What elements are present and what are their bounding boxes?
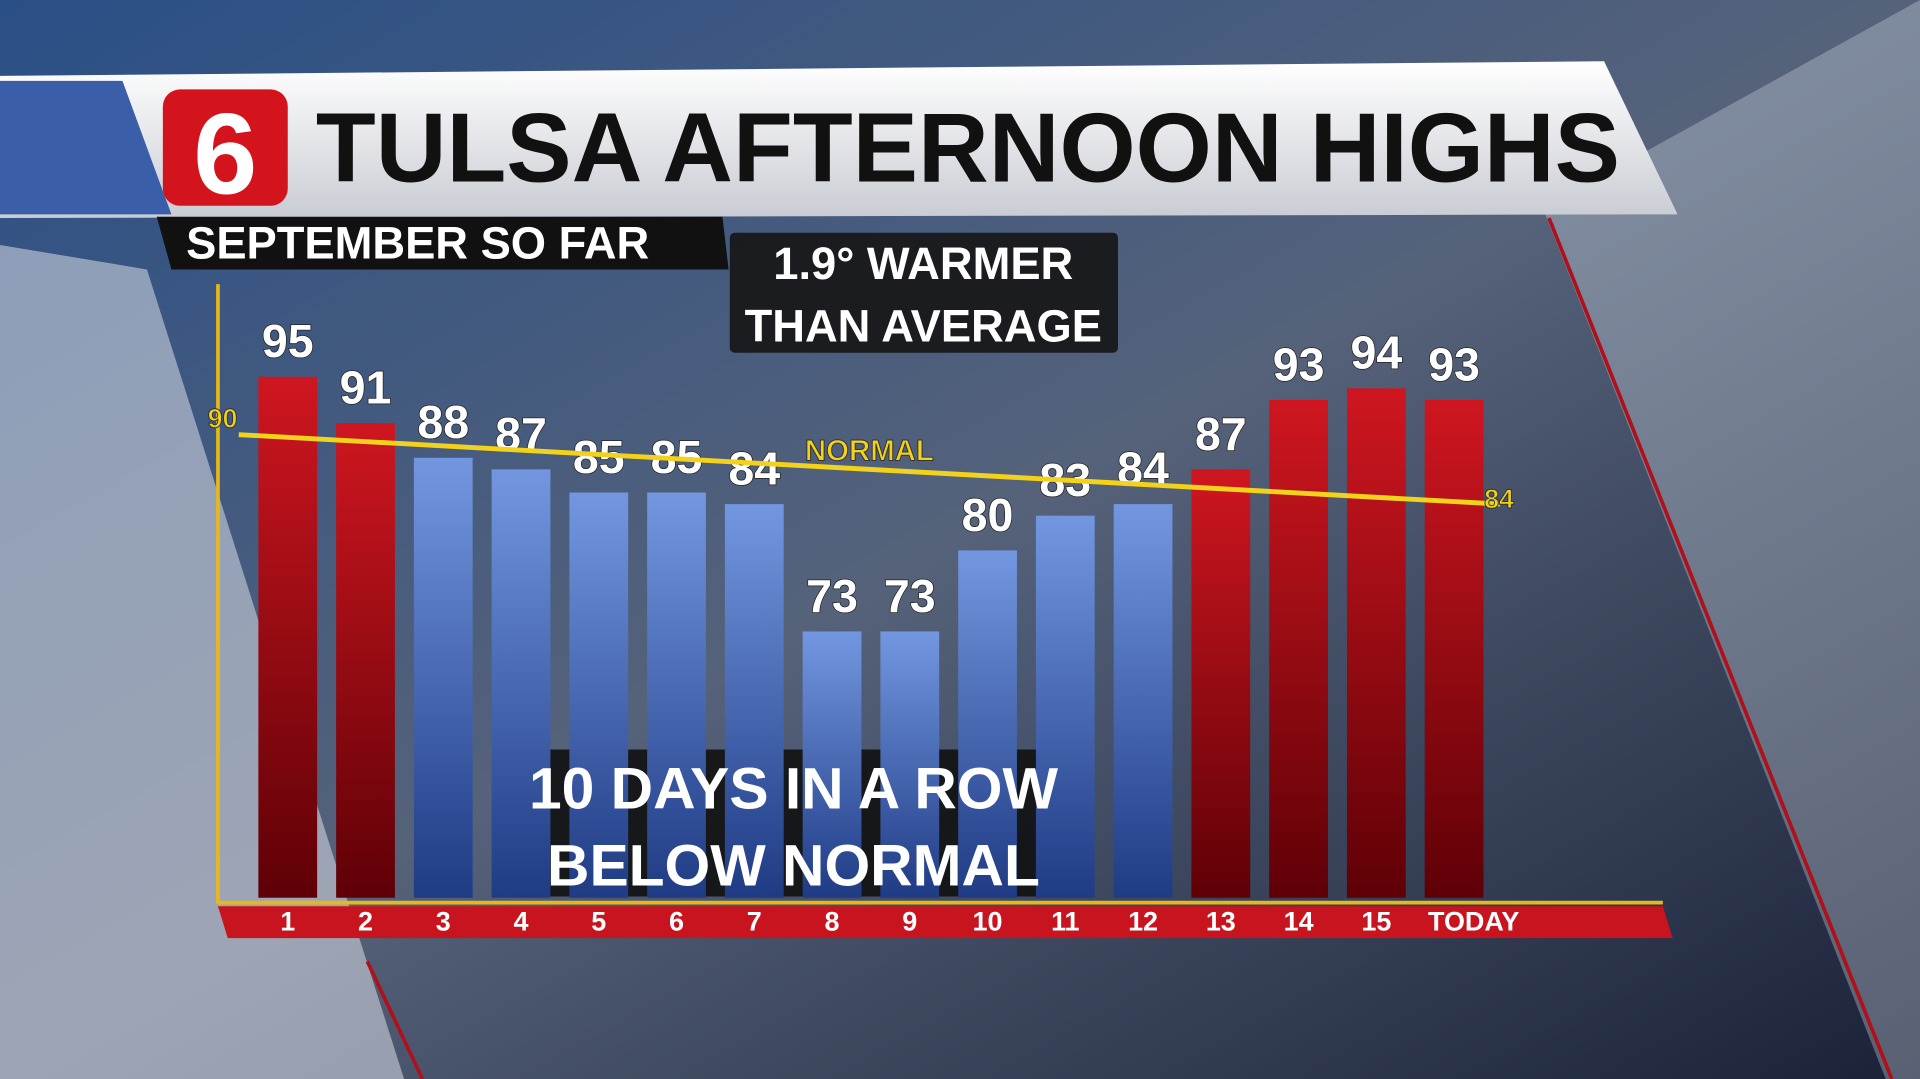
bar bbox=[413, 457, 473, 898]
x-tick-label: 8 bbox=[825, 907, 840, 937]
decor-line bbox=[365, 960, 425, 1079]
title-band-accent bbox=[0, 80, 172, 215]
normal-label: NORMAL bbox=[805, 435, 934, 468]
bar bbox=[336, 423, 395, 898]
logo bbox=[162, 89, 288, 206]
normal-start-label: 90 bbox=[208, 403, 238, 433]
data-label: 93 bbox=[1428, 338, 1480, 390]
annotation-box bbox=[729, 232, 1118, 353]
logo-text: 6 bbox=[193, 90, 257, 218]
x-tick-label: 1 bbox=[280, 907, 295, 937]
subtitle-box bbox=[156, 216, 729, 270]
x-tick-label: 11 bbox=[1051, 907, 1079, 937]
normal-line bbox=[238, 432, 1501, 507]
bar bbox=[1191, 469, 1251, 898]
bar bbox=[1035, 515, 1095, 898]
bar bbox=[258, 376, 318, 898]
x-tick-label: 13 bbox=[1206, 907, 1236, 937]
chart-title: TULSA AFTERNOON HIGHS bbox=[316, 92, 1620, 202]
x-tick-label: 7 bbox=[747, 907, 762, 937]
data-label: 87 bbox=[1195, 408, 1247, 460]
bar bbox=[1424, 399, 1484, 898]
bar bbox=[724, 504, 784, 898]
bar bbox=[802, 631, 862, 898]
x-axis-band bbox=[217, 906, 1673, 939]
x-tick-label: 4 bbox=[514, 907, 529, 937]
x-tick-label: 12 bbox=[1128, 907, 1158, 937]
annotation: BELOW NORMAL bbox=[547, 833, 1040, 898]
bar bbox=[880, 631, 940, 898]
x-tick-label: 10 bbox=[973, 907, 1003, 937]
decor-line bbox=[1547, 217, 1894, 1079]
bar bbox=[1269, 399, 1328, 898]
data-label: 84 bbox=[728, 443, 780, 495]
data-label: 94 bbox=[1350, 327, 1402, 379]
data-label: 73 bbox=[806, 570, 858, 622]
chart-subtitle: SEPTEMBER SO FAR bbox=[186, 217, 649, 268]
data-label: 80 bbox=[962, 489, 1014, 541]
bar bbox=[1346, 388, 1406, 898]
bar bbox=[958, 550, 1017, 898]
x-tick-label: 2 bbox=[358, 907, 373, 937]
bar bbox=[647, 492, 706, 898]
plot-area: 9519128838748558568477387398010831184128… bbox=[207, 284, 1673, 939]
annotation: THAN AVERAGE bbox=[745, 301, 1102, 352]
normal-end-label: 84 bbox=[1484, 484, 1514, 514]
x-tick-label: 5 bbox=[591, 907, 606, 937]
x-tick-label: 6 bbox=[669, 907, 684, 937]
data-label: 91 bbox=[340, 361, 392, 413]
bar bbox=[1113, 504, 1173, 898]
x-tick-label: 15 bbox=[1361, 907, 1391, 937]
bar bbox=[491, 469, 551, 898]
bar bbox=[569, 492, 629, 898]
data-label: 88 bbox=[417, 396, 469, 448]
title-band bbox=[0, 61, 1678, 219]
decor-panel bbox=[1542, 0, 1920, 1079]
data-label: 73 bbox=[884, 570, 936, 622]
annotation: 10 DAYS IN A ROW bbox=[529, 756, 1058, 821]
data-label: 93 bbox=[1273, 338, 1325, 390]
x-tick-label: 9 bbox=[902, 907, 917, 937]
x-tick-label: 3 bbox=[436, 907, 451, 937]
x-tick-label: TODAY bbox=[1428, 907, 1519, 937]
annotation: 1.9° WARMER bbox=[773, 238, 1073, 289]
x-tick-label: 14 bbox=[1284, 907, 1314, 937]
data-label: 95 bbox=[262, 315, 314, 367]
